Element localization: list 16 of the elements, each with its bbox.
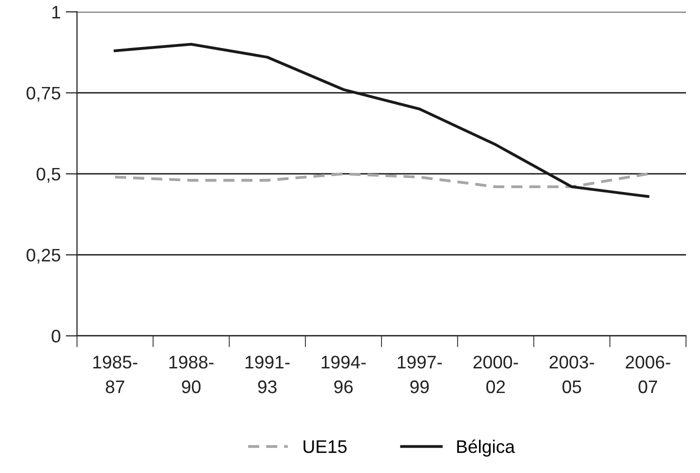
x-tick-label: 1997- 99 [398, 356, 442, 394]
legend-label: UE15 [304, 440, 347, 454]
y-tick-label: 0,5 [36, 168, 60, 183]
x-tick-label: 1991- 93 [246, 356, 290, 394]
x-tick-label: 2006- 07 [626, 356, 670, 394]
x-tick-label: 1994- 96 [322, 356, 366, 394]
y-tick-label: 1 [52, 6, 60, 18]
x-tick-label: 1985- 87 [93, 356, 138, 394]
y-tick-label: 0,75 [26, 86, 60, 102]
y-tick-label: 0 [52, 330, 60, 343]
line-series [114, 172, 650, 188]
legend-label: Bélgica [457, 440, 515, 457]
x-tick-label: 2000- 02 [474, 356, 518, 394]
y-tick-label: 0,25 [26, 248, 60, 264]
x-tick-label: 2003- 05 [550, 356, 594, 394]
x-tick-label: 1988- 90 [169, 356, 214, 394]
